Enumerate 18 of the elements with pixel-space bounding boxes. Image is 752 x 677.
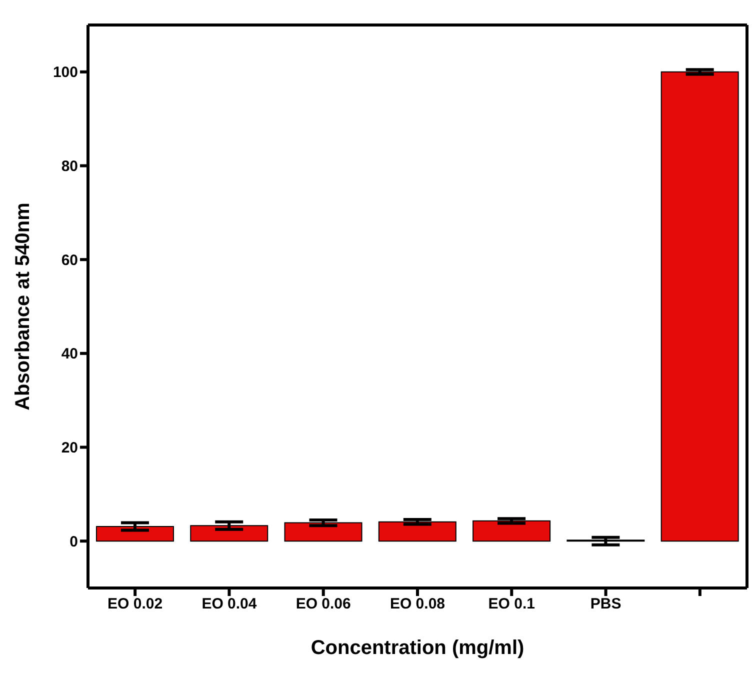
y-tick-label: 60 — [61, 252, 78, 269]
y-tick-label: 40 — [61, 346, 78, 363]
x-tick-label: EO 0.1 — [488, 596, 535, 613]
bar — [378, 521, 456, 542]
x-tick-label: EO 0.02 — [108, 596, 163, 613]
bar — [284, 522, 362, 542]
x-tick-label: PBS — [590, 596, 622, 613]
y-tick-label: 0 — [70, 533, 78, 550]
y-tick-label: 100 — [52, 64, 78, 82]
bar — [660, 71, 739, 542]
x-tick-label: EO 0.04 — [202, 596, 258, 613]
x-tick-label: EO 0.06 — [296, 596, 351, 613]
x-axis-title: Concentration (mg/ml) — [310, 637, 524, 659]
bar — [472, 520, 551, 542]
x-tick-label: EO 0.08 — [390, 596, 446, 613]
y-tick-label: 80 — [61, 158, 78, 176]
y-axis-title: Absorbance at 540nm — [12, 202, 34, 410]
y-tick-label: 20 — [61, 440, 78, 457]
